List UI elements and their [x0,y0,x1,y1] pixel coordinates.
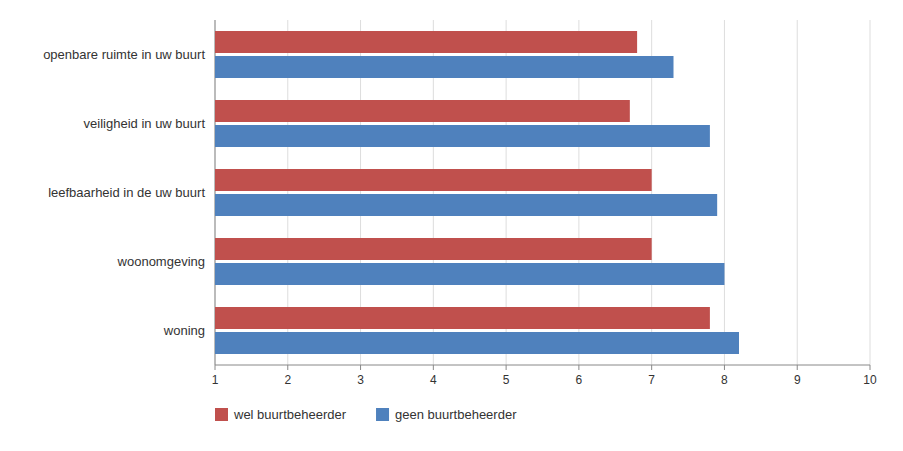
bar [215,238,652,260]
tick-mark [506,365,507,370]
grid-line [870,20,871,365]
grid [215,20,870,365]
x-axis: 1 2 3 4 5 6 7 8 9 10 [212,20,877,387]
tick-mark [797,365,798,370]
bar [215,307,710,329]
legend-swatch [215,408,228,421]
legend-label: wel buurtbeheerder [233,407,347,422]
legend-swatch [376,408,389,421]
grid-line [797,20,798,365]
bar [215,194,717,216]
category-label: openbare ruimte in uw buurt [43,47,205,62]
bar [215,56,674,78]
tick-label: 5 [503,373,510,387]
category-label: woning [163,323,205,338]
tick-mark [215,365,216,370]
tick-label: 4 [430,373,437,387]
tick-mark [287,365,288,370]
bar [215,100,630,122]
tick-label: 10 [863,373,877,387]
axis-line [215,365,870,366]
tick-mark [433,365,434,370]
tick-label: 1 [212,373,219,387]
bars [215,31,739,354]
tick-label: 8 [721,373,728,387]
tick-label: 7 [648,373,655,387]
tick-mark [578,365,579,370]
tick-mark [360,365,361,370]
category-label: leefbaarheid in de uw buurt [48,185,205,200]
tick-mark [870,365,871,370]
legend: wel buurtbeheerder geen buurtbeheerder [215,407,517,422]
bar [215,31,637,53]
tick-mark [724,365,725,370]
tick-label: 2 [284,373,291,387]
chart: 1 2 3 4 5 6 7 8 9 10 woning woonomgeving leefbaarhei… [0,0,903,451]
bar [215,332,739,354]
bar [215,263,724,285]
legend-label: geen buurtbeheerder [395,407,517,422]
category-label: veiligheid in uw buurt [84,116,206,131]
bar [215,125,710,147]
y-axis: woning woonomgeving leefbaarheid in de uw … [43,47,205,338]
tick-label: 3 [357,373,364,387]
grid-line [724,20,725,365]
tick-label: 9 [794,373,801,387]
bar [215,169,652,191]
tick-mark [651,365,652,370]
tick-label: 6 [576,373,583,387]
category-label: woonomgeving [117,254,205,269]
